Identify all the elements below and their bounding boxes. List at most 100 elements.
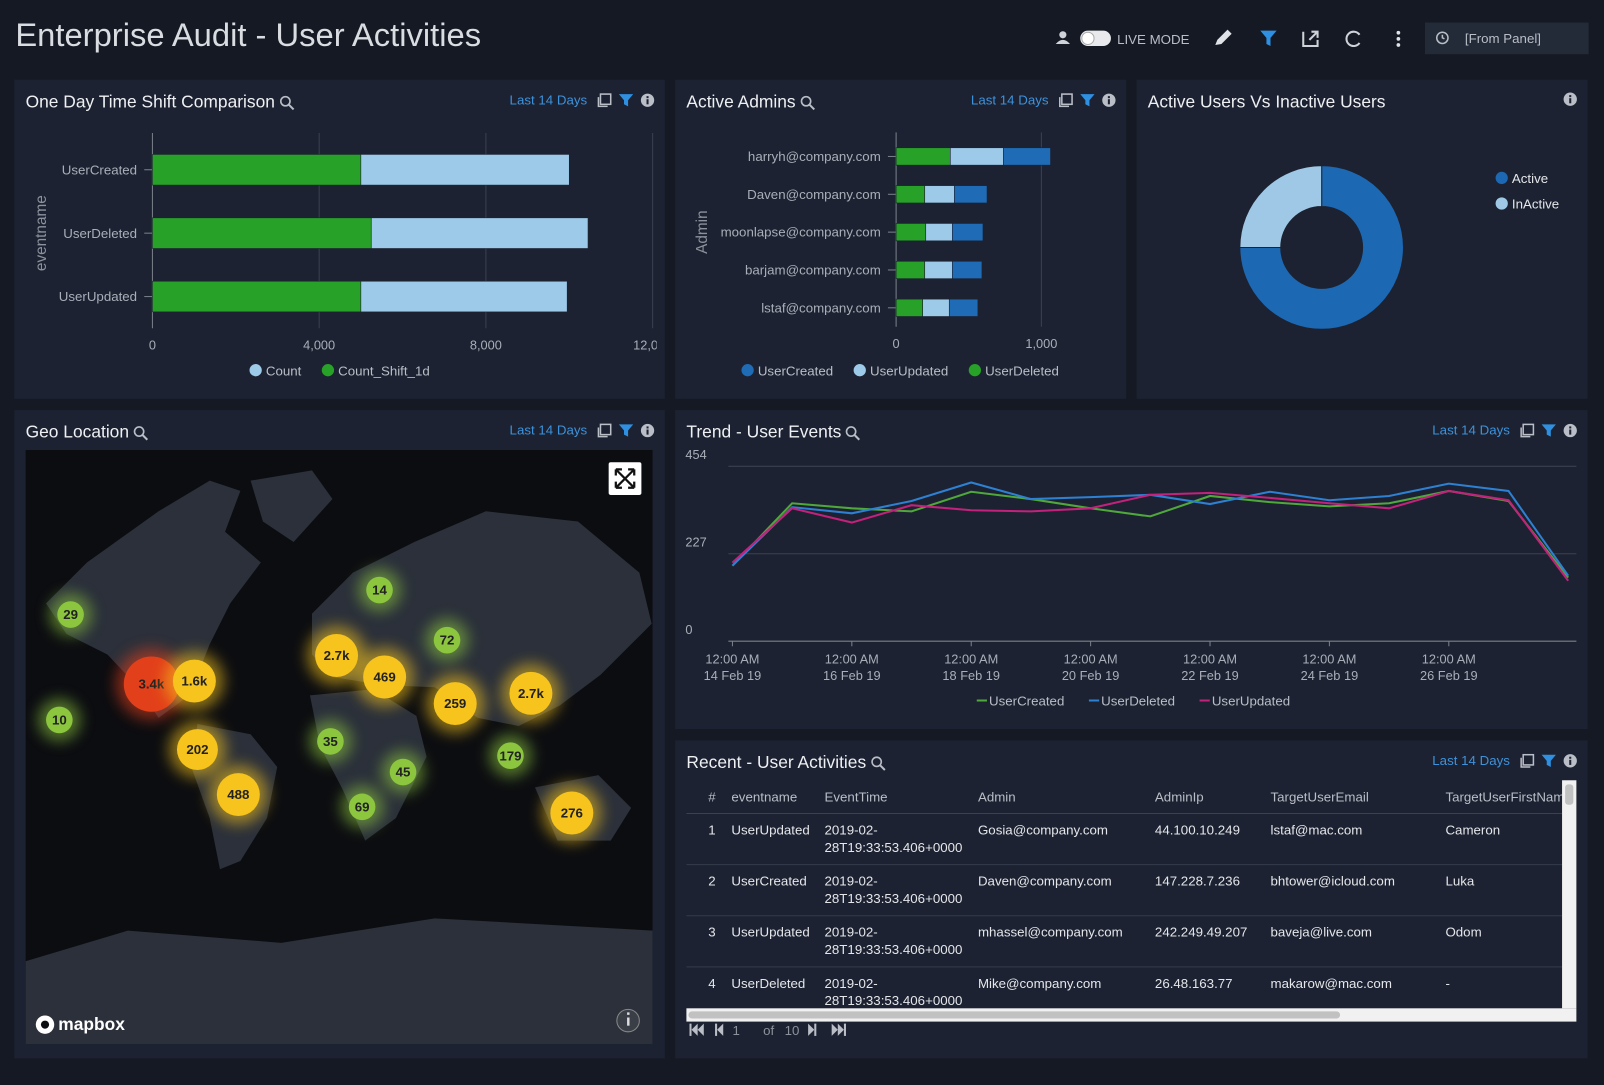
legend-label: UserUpdated xyxy=(870,363,948,378)
clock-icon xyxy=(1435,31,1449,45)
cluster xyxy=(57,601,84,628)
panel-header: Recent - User Activities xyxy=(686,752,886,773)
filter-icon[interactable] xyxy=(1080,93,1095,107)
table-cell: 2019-02-28T19:33:53.406+0000 xyxy=(824,975,963,1009)
bar xyxy=(895,260,926,279)
time-range[interactable]: Last 14 Days xyxy=(1432,752,1510,768)
panel-controls: Last 14 Days xyxy=(509,422,655,438)
filter-icon[interactable] xyxy=(618,423,634,437)
cluster xyxy=(550,791,594,835)
search-icon[interactable] xyxy=(800,95,815,110)
last-page[interactable] xyxy=(831,1023,844,1036)
bar xyxy=(949,147,1004,166)
map[interactable]: mapbox 29 10 14 3.4k 1.6k 2.7k 469 72 259 2.7k 202… xyxy=(25,449,653,1045)
copy-icon[interactable] xyxy=(1059,92,1073,107)
cluster-label: 179 xyxy=(499,748,521,763)
cluster xyxy=(366,576,393,604)
column-header: # xyxy=(708,789,716,805)
filter-icon[interactable] xyxy=(1541,423,1556,437)
bar xyxy=(370,217,589,249)
cluster xyxy=(176,729,218,771)
search-icon[interactable] xyxy=(279,95,295,110)
panel-controls: Last 14 Days xyxy=(1432,422,1577,438)
cluster xyxy=(433,682,477,726)
bar xyxy=(360,280,568,313)
first-page[interactable] xyxy=(689,1023,692,1036)
search-icon[interactable] xyxy=(845,425,861,440)
copy-icon[interactable] xyxy=(1520,423,1535,437)
h-scrollbar[interactable] xyxy=(686,1008,1577,1022)
line-chart: 0 227 454 UserCreated UserDeleted UserUpdated xyxy=(685,447,1577,709)
cluster xyxy=(497,742,524,770)
panel-title: One Day Time Shift Comparison xyxy=(25,92,275,112)
panel-title: Geo Location xyxy=(25,422,130,442)
cluster-label: 2.7k xyxy=(324,648,350,663)
y-tick-label: harryh@company.com xyxy=(748,149,881,164)
table-cell: 3 xyxy=(708,924,716,940)
x-tick-label: 12:00 AM 16 Feb 19 xyxy=(823,652,881,684)
legend-label: UserUpdated xyxy=(1212,694,1290,709)
copy-icon[interactable] xyxy=(1520,753,1535,768)
x-tick-label: 1,000 xyxy=(1025,336,1057,351)
copy-icon[interactable] xyxy=(597,423,612,437)
time-range[interactable]: Last 14 Days xyxy=(970,92,1049,108)
cluster xyxy=(348,793,376,821)
panel: Trend - User Events Last 14 Days 0 227 454… xyxy=(675,410,1588,730)
info-icon[interactable] xyxy=(1102,93,1116,107)
time-range[interactable]: Last 14 Days xyxy=(1432,422,1510,438)
panel-title: Recent - User Activities xyxy=(686,752,867,773)
panel: Active Admins Last 14 Days 0 1,000 harryh@… xyxy=(675,79,1127,399)
y-tick-label: moonlapse@company.com xyxy=(721,225,881,240)
table-cell: 2019-02-28T19:33:53.406+0000 xyxy=(824,873,963,907)
bar xyxy=(948,298,979,317)
time-range[interactable]: Last 14 Days xyxy=(509,422,588,438)
edit-icon[interactable] xyxy=(1215,29,1232,45)
time-picker[interactable]: [From Panel] xyxy=(1424,22,1589,55)
cluster xyxy=(509,671,553,715)
bar xyxy=(360,154,570,186)
v-scrollbar[interactable] xyxy=(1562,780,1577,1009)
header-divider xyxy=(686,812,1563,815)
share-icon[interactable] xyxy=(1302,30,1319,48)
prev-page[interactable] xyxy=(715,1023,718,1036)
search-icon[interactable] xyxy=(133,425,149,440)
legend: Count Count_Shift_1d xyxy=(249,363,430,378)
table-cell: - xyxy=(1445,975,1450,991)
cluster-label: 259 xyxy=(444,696,466,711)
filter-icon[interactable] xyxy=(1260,30,1277,47)
y-tick-label: barjam@company.com xyxy=(745,263,881,278)
cluster-label: 3.4k xyxy=(138,677,164,692)
cluster xyxy=(172,659,216,703)
time-range[interactable]: Last 14 Days xyxy=(509,92,588,108)
info-icon[interactable] xyxy=(1563,92,1577,106)
y-tick-label: 454 xyxy=(685,447,706,462)
table-cell: Cameron xyxy=(1445,822,1501,838)
panel-controls: Last 14 Days xyxy=(510,92,655,107)
bar xyxy=(1003,147,1051,166)
y-tick-label: lstaf@company.com xyxy=(761,300,881,315)
y-tick-label: UserDeleted xyxy=(63,226,137,241)
filter-icon[interactable] xyxy=(1541,753,1556,767)
cluster-label: 276 xyxy=(561,806,583,821)
search-icon[interactable] xyxy=(870,755,886,771)
filter-icon[interactable] xyxy=(618,93,634,107)
legend-label: InActive xyxy=(1512,197,1559,212)
page-number[interactable]: 1 xyxy=(732,1022,740,1038)
x-tick-label: 12:00 AM 22 Feb 19 xyxy=(1181,652,1239,684)
next-page[interactable] xyxy=(808,1023,815,1036)
info-icon[interactable] xyxy=(1563,753,1577,767)
panel-header: Active Admins xyxy=(686,92,815,112)
bar-chart: 0 1,000 harryh@company.com Daven@company.co… xyxy=(694,132,1059,378)
info-icon[interactable] xyxy=(1563,423,1577,437)
table-cell: UserDeleted xyxy=(731,975,806,991)
copy-icon[interactable] xyxy=(597,92,612,107)
x-tick-label: 12:00 AM 20 Feb 19 xyxy=(1061,652,1120,684)
info-icon[interactable] xyxy=(640,93,655,107)
panel-controls: Last 14 Days xyxy=(971,92,1116,107)
refresh-icon[interactable] xyxy=(1345,30,1361,48)
x-tick-label: 12,000 xyxy=(633,338,657,353)
bar xyxy=(895,147,951,166)
info-icon[interactable] xyxy=(640,423,655,437)
table-cell: Daven@company.com xyxy=(977,873,1112,889)
